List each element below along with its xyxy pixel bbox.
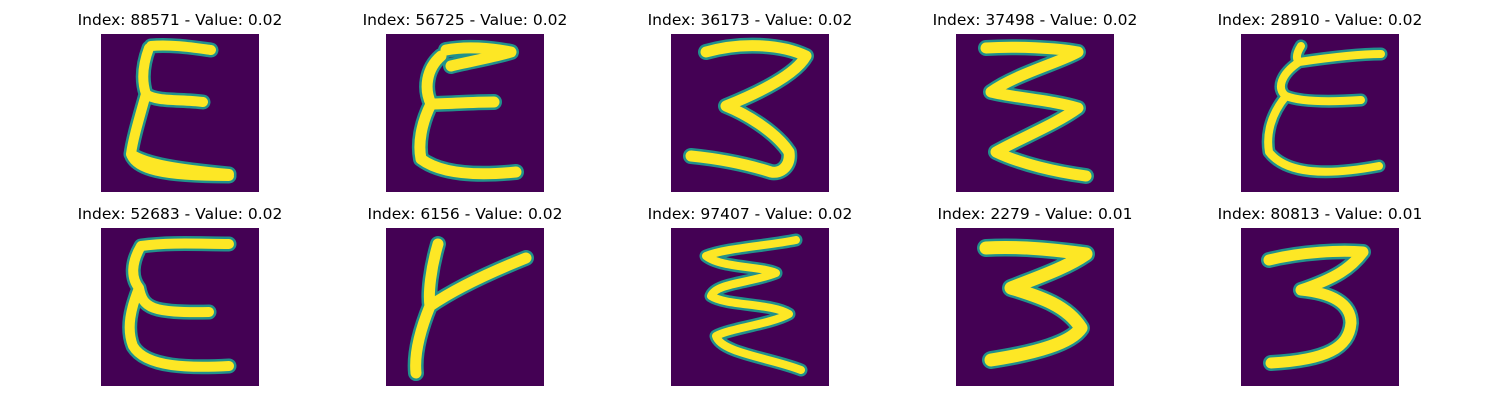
panel-2: Index: 56725 - Value: 0.02	[345, 10, 585, 195]
panel-10: Index: 80813 - Value: 0.01	[1200, 204, 1440, 389]
glyph-image	[386, 34, 544, 192]
panel-title: Index: 80813 - Value: 0.01	[1217, 205, 1423, 223]
panel-title: Index: 6156 - Value: 0.02	[367, 205, 563, 223]
glyph-image	[101, 34, 259, 192]
glyph-image	[1241, 34, 1399, 192]
panel-title: Index: 52683 - Value: 0.02	[77, 205, 283, 223]
panel-title: Index: 37498 - Value: 0.02	[932, 11, 1138, 29]
panel-6: Index: 52683 - Value: 0.02	[60, 204, 300, 389]
glyph-image	[671, 34, 829, 192]
panel-4: Index: 37498 - Value: 0.02	[915, 10, 1155, 195]
panel-title: Index: 36173 - Value: 0.02	[647, 11, 853, 29]
glyph-image	[386, 228, 544, 386]
glyph-image	[101, 228, 259, 386]
glyph-image	[956, 228, 1114, 386]
panel-5: Index: 28910 - Value: 0.02	[1200, 10, 1440, 195]
panel-title: Index: 88571 - Value: 0.02	[77, 11, 283, 29]
panel-title: Index: 56725 - Value: 0.02	[362, 11, 568, 29]
panel-title: Index: 97407 - Value: 0.02	[647, 205, 853, 223]
panel-3: Index: 36173 - Value: 0.02	[630, 10, 870, 195]
panel-7: Index: 6156 - Value: 0.02	[345, 204, 585, 389]
glyph-image	[671, 228, 829, 386]
panel-9: Index: 2279 - Value: 0.01	[915, 204, 1155, 389]
panel-title: Index: 2279 - Value: 0.01	[937, 205, 1133, 223]
panel-8: Index: 97407 - Value: 0.02	[630, 204, 870, 389]
panel-1: Index: 88571 - Value: 0.02	[60, 10, 300, 195]
panel-title: Index: 28910 - Value: 0.02	[1217, 11, 1423, 29]
glyph-image	[1241, 228, 1399, 386]
glyph-image	[956, 34, 1114, 192]
